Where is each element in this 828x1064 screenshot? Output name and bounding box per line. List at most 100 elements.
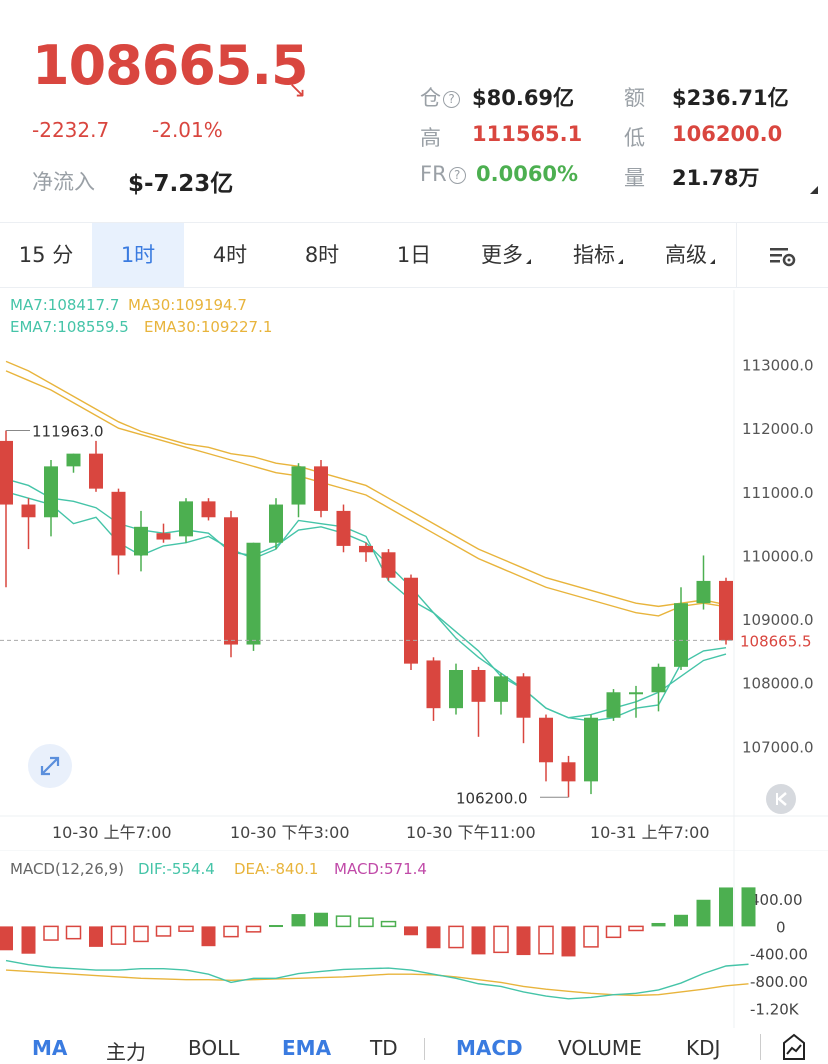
help-icon[interactable]: ? [448, 167, 466, 184]
amount-value: $236.71亿 [672, 86, 789, 110]
candle[interactable] [449, 663, 463, 715]
time-tick-label: 10-30 上午7:00 [52, 823, 172, 842]
candle[interactable] [359, 542, 373, 562]
tab-4h[interactable]: 4时 [184, 223, 276, 287]
macd-bar [43, 925, 59, 941]
time-tick-label: 10-30 下午11:00 [406, 823, 536, 842]
candle[interactable] [651, 663, 666, 712]
net-inflow-value: $-7.23亿 [128, 171, 234, 197]
corner-triangle-icon [810, 186, 818, 194]
ema30-label: EMA30:109227.1 [144, 318, 272, 336]
candle[interactable] [629, 685, 643, 718]
indicator-macd[interactable]: MACD [456, 1036, 523, 1060]
tab-1d[interactable]: 1日 [368, 223, 460, 287]
candle[interactable] [494, 673, 508, 715]
candle[interactable] [89, 440, 103, 492]
ma7-label: MA7:108417.7 [10, 296, 119, 314]
ma30-line [5, 370, 727, 617]
scroll-to-latest-button[interactable] [766, 784, 796, 814]
candle[interactable] [674, 587, 688, 670]
volume-value: 21.78万 [672, 166, 760, 190]
candle[interactable] [561, 755, 576, 798]
candle[interactable] [426, 657, 441, 721]
dropdown-corner-icon [526, 259, 531, 264]
macd-bar [291, 914, 306, 927]
candle[interactable] [719, 577, 733, 645]
candle[interactable] [404, 574, 418, 670]
tab-label: 高级 [665, 243, 707, 267]
candle[interactable] [584, 714, 598, 795]
expand-chart-button[interactable] [28, 744, 72, 788]
low-label: 低 [624, 126, 645, 150]
candle[interactable] [381, 549, 396, 581]
kline-chart[interactable]: 113000.0 112000.0 111000.0 110000.0 109000.0… [0, 290, 828, 850]
indicator-boll[interactable]: BOLL [188, 1036, 240, 1060]
funding-rate-label[interactable]: FR? [420, 162, 466, 186]
macd-chart[interactable]: 400.00 0 -400.00 -800.00 -1.20K MACD(12,26,9… [0, 850, 828, 1028]
macd-bar [404, 926, 418, 936]
macd-tick-label: -1.20K [750, 1000, 800, 1018]
candle[interactable] [246, 542, 261, 651]
candle[interactable] [336, 504, 351, 553]
open-interest-label[interactable]: 仓? [420, 82, 460, 112]
macd-value-label: MACD:571.4 [334, 860, 427, 878]
candle[interactable] [269, 498, 283, 550]
candle[interactable] [606, 689, 621, 721]
macd-bar [583, 925, 599, 948]
candle[interactable] [179, 498, 193, 543]
candle[interactable] [291, 463, 306, 518]
ema30-line [5, 360, 727, 608]
macd-bar [269, 925, 283, 928]
tab-8h[interactable]: 8时 [276, 223, 368, 287]
indicator-kdj[interactable]: KDJ [686, 1036, 721, 1060]
candle[interactable] [224, 510, 238, 658]
candle[interactable] [314, 460, 328, 518]
tab-label: 1日 [396, 243, 432, 267]
fr-label-text: FR [420, 162, 447, 186]
candle[interactable] [696, 555, 711, 610]
macd-bar [674, 914, 688, 927]
indicator-bar: MA 主力 BOLL EMA TD MACD VOLUME KDJ [0, 1030, 828, 1064]
ema7-label: EMA7:108559.5 [10, 318, 129, 336]
price-change: -2232.7 [32, 118, 110, 142]
macd-bar [133, 925, 149, 943]
candle[interactable] [516, 673, 531, 744]
price-tick-label: 107000.0 [742, 738, 814, 756]
dropdown-corner-icon [710, 259, 715, 264]
tab-indicators[interactable]: 指标 [552, 223, 644, 287]
macd-tick-label: 400.00 [750, 891, 803, 909]
tab-label: 指标 [573, 243, 615, 267]
candle[interactable] [21, 498, 36, 550]
candle[interactable] [66, 453, 81, 473]
candle[interactable] [471, 666, 486, 737]
tab-advanced[interactable]: 高级 [644, 223, 736, 287]
candle[interactable] [201, 498, 216, 521]
price-tick-label: 108000.0 [742, 675, 814, 693]
candle[interactable] [111, 488, 126, 575]
dif-line [5, 959, 749, 1000]
tab-1h[interactable]: 1时 [92, 223, 184, 287]
tab-15m[interactable]: 15 分 [0, 223, 92, 287]
candle[interactable] [0, 430, 13, 588]
candle[interactable] [539, 714, 553, 782]
ma7-line [5, 491, 727, 722]
price-tick-label: 109000.0 [742, 611, 814, 629]
time-tick-label: 10-30 下午3:00 [230, 823, 350, 842]
tab-label: 8时 [304, 243, 340, 267]
macd-bar [426, 926, 441, 949]
candle[interactable] [44, 460, 58, 537]
macd-bar [380, 920, 397, 928]
help-icon[interactable]: ? [443, 91, 460, 108]
tab-more[interactable]: 更多 [460, 223, 552, 287]
macd-bar [155, 925, 172, 937]
indicator-main-force[interactable]: 主力 [106, 1040, 146, 1064]
candle[interactable] [134, 510, 148, 572]
indicator-ma[interactable]: MA [32, 1036, 68, 1060]
candle[interactable] [156, 523, 171, 543]
drawing-tool-icon[interactable] [780, 1033, 808, 1061]
indicator-td[interactable]: TD [370, 1036, 398, 1060]
indicator-ema[interactable]: EMA [282, 1036, 332, 1060]
last-price: 108665.5 [32, 34, 309, 97]
indicator-volume[interactable]: VOLUME [558, 1036, 642, 1060]
chart-settings-button[interactable] [736, 223, 828, 287]
